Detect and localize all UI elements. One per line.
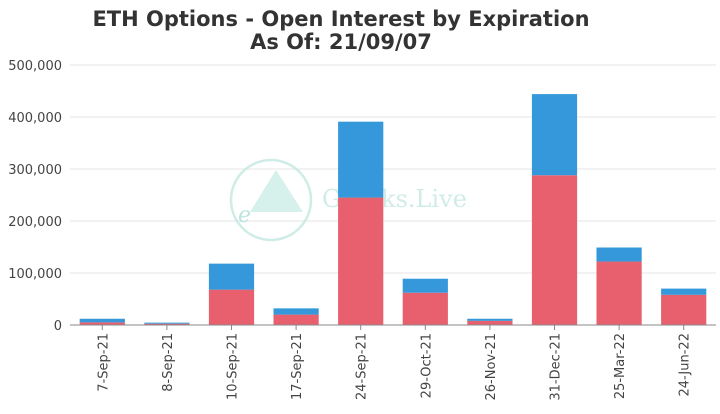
bar-segment-lower <box>208 289 255 325</box>
bar-segment-lower <box>402 292 448 325</box>
bars <box>79 94 707 325</box>
bar-segment-upper <box>273 308 319 315</box>
y-tick-label: 300,000 <box>8 163 62 178</box>
watermark-logo-icon <box>229 158 313 242</box>
x-tick-label: 26-Nov-21 <box>484 333 499 401</box>
bar-segment-upper <box>338 121 384 198</box>
bar-segment-upper <box>208 263 255 290</box>
bar-segment-upper <box>531 94 578 176</box>
y-tick-label: 200,000 <box>8 215 62 230</box>
bar-segment-lower <box>661 294 707 325</box>
x-tick-label: 31-Dec-21 <box>549 333 564 401</box>
watermark-triangle-icon <box>250 170 303 212</box>
x-tick-label: 24-Jun-22 <box>678 333 693 397</box>
bar-segment-lower <box>144 323 190 325</box>
bar-segment-upper <box>661 288 707 295</box>
x-tick-label: 24-Sep-21 <box>355 333 370 400</box>
bar-segment-upper <box>402 278 448 293</box>
x-tick-label: 7-Sep-21 <box>96 333 111 392</box>
bar-segment-upper <box>79 318 125 323</box>
bar-segment-lower <box>273 314 319 325</box>
bar-segment-lower <box>79 322 125 325</box>
x-tick-label: 10-Sep-21 <box>226 333 241 400</box>
bar-segment-upper <box>596 247 642 262</box>
y-tick-label: 100,000 <box>8 267 62 282</box>
bar-segment-upper <box>467 318 513 321</box>
bar-segment-lower <box>596 261 642 325</box>
y-tick-label: 500,000 <box>8 59 62 74</box>
x-tick-label: 29-Oct-21 <box>419 333 434 398</box>
y-tick-label: 400,000 <box>8 111 62 126</box>
bar-segment-lower <box>338 197 384 325</box>
x-tick-label: 17-Sep-21 <box>290 333 305 400</box>
watermark-glyph: e <box>238 203 251 228</box>
y-tick-label: 0 <box>54 319 62 334</box>
x-axis: 7-Sep-21 8-Sep-21 10-Sep-21 17-Sep-21 24-Sep… <box>96 325 693 401</box>
x-tick-label: 25-Mar-22 <box>613 333 628 399</box>
bar-segment-upper <box>144 322 190 324</box>
chart-subtitle: As Of: 21/09/07 <box>250 30 432 54</box>
chart-title: ETH Options - Open Interest by Expiratio… <box>92 7 589 31</box>
y-axis: 0 100,000 200,000 300,000 400,000 500,000 <box>8 59 62 334</box>
bar-segment-lower <box>467 320 513 325</box>
bar-segment-lower <box>531 175 578 325</box>
grid <box>70 64 716 274</box>
x-tick-label: 8-Sep-21 <box>161 333 176 392</box>
